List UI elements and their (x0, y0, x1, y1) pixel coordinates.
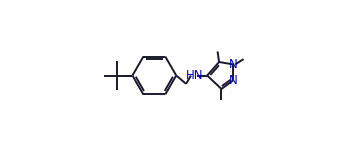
Text: N: N (229, 58, 238, 71)
Text: HN: HN (186, 69, 203, 82)
Text: N: N (229, 74, 238, 87)
